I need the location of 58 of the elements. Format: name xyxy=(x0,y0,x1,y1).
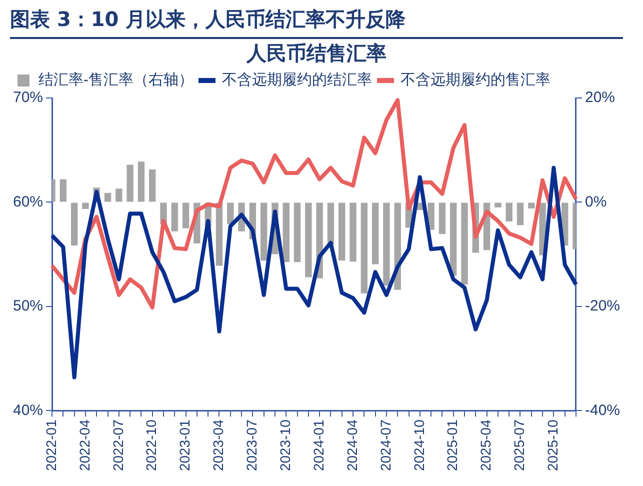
bar xyxy=(327,202,334,244)
x-tick-label: 2023-10 xyxy=(276,419,293,472)
bar xyxy=(282,202,290,262)
chart-subtitle: 人民币结售汇率 xyxy=(246,41,386,66)
bar xyxy=(138,162,145,202)
bar xyxy=(82,202,89,209)
bar xyxy=(227,202,234,224)
bar xyxy=(383,202,390,286)
bar xyxy=(216,202,223,266)
x-tick-label: 2024-07 xyxy=(377,419,394,472)
chart-title: 图表 3：10 月以来，人民币结汇率不升反降 xyxy=(10,6,623,39)
bar xyxy=(494,202,502,208)
x-tick-label: 2022-04 xyxy=(76,419,92,472)
x-tick-label: 2024-10 xyxy=(410,419,427,472)
bar xyxy=(70,202,78,246)
bar xyxy=(360,202,368,294)
bar xyxy=(260,202,268,261)
bar xyxy=(182,202,190,228)
x-tick-label: 2023-01 xyxy=(176,419,193,472)
y2-tick-label: -40% xyxy=(584,402,620,419)
legend-label: 结汇率-售汇率（右轴） xyxy=(38,72,194,89)
bar xyxy=(461,202,468,285)
x-tick-label: 2022-10 xyxy=(143,419,160,472)
bar xyxy=(528,202,535,208)
bar xyxy=(60,179,67,202)
bar xyxy=(438,202,446,234)
x-tick-label: 2023-07 xyxy=(244,419,260,472)
y-tick-label: 50% xyxy=(12,298,44,315)
y2-tick-label: 0% xyxy=(584,193,607,210)
bar xyxy=(506,202,512,222)
bar xyxy=(450,202,457,276)
y-tick-label: 70% xyxy=(12,89,44,106)
bar xyxy=(104,192,112,202)
x-tick-label: 2025-10 xyxy=(544,419,561,472)
y2-tick-label: 20% xyxy=(584,89,616,106)
y-tick-label: 40% xyxy=(12,402,44,419)
bar xyxy=(372,202,379,264)
y-tick-label: 60% xyxy=(12,193,44,210)
bar xyxy=(116,188,122,202)
bar xyxy=(305,202,312,278)
bar xyxy=(350,202,356,262)
bar xyxy=(294,202,301,262)
x-tick-label: 2022-01 xyxy=(42,419,59,472)
x-tick-label: 2025-04 xyxy=(478,419,494,472)
x-tick-label: 2024-04 xyxy=(344,419,360,472)
bar xyxy=(126,164,134,202)
bar xyxy=(171,202,178,232)
x-tick-label: 2023-04 xyxy=(210,419,226,472)
bar xyxy=(338,202,346,261)
x-tick-label: 2025-07 xyxy=(511,419,528,472)
bar xyxy=(516,202,524,226)
legend-label: 不含远期履约的售汇率 xyxy=(400,72,550,89)
legend-label: 不含远期履约的结汇率 xyxy=(222,72,372,89)
x-tick-label: 2022-07 xyxy=(110,419,126,472)
x-tick-label: 2025-01 xyxy=(444,419,460,472)
bar xyxy=(149,169,156,202)
x-tick-label: 2024-01 xyxy=(310,419,326,472)
y2-tick-label: -20% xyxy=(584,298,620,315)
